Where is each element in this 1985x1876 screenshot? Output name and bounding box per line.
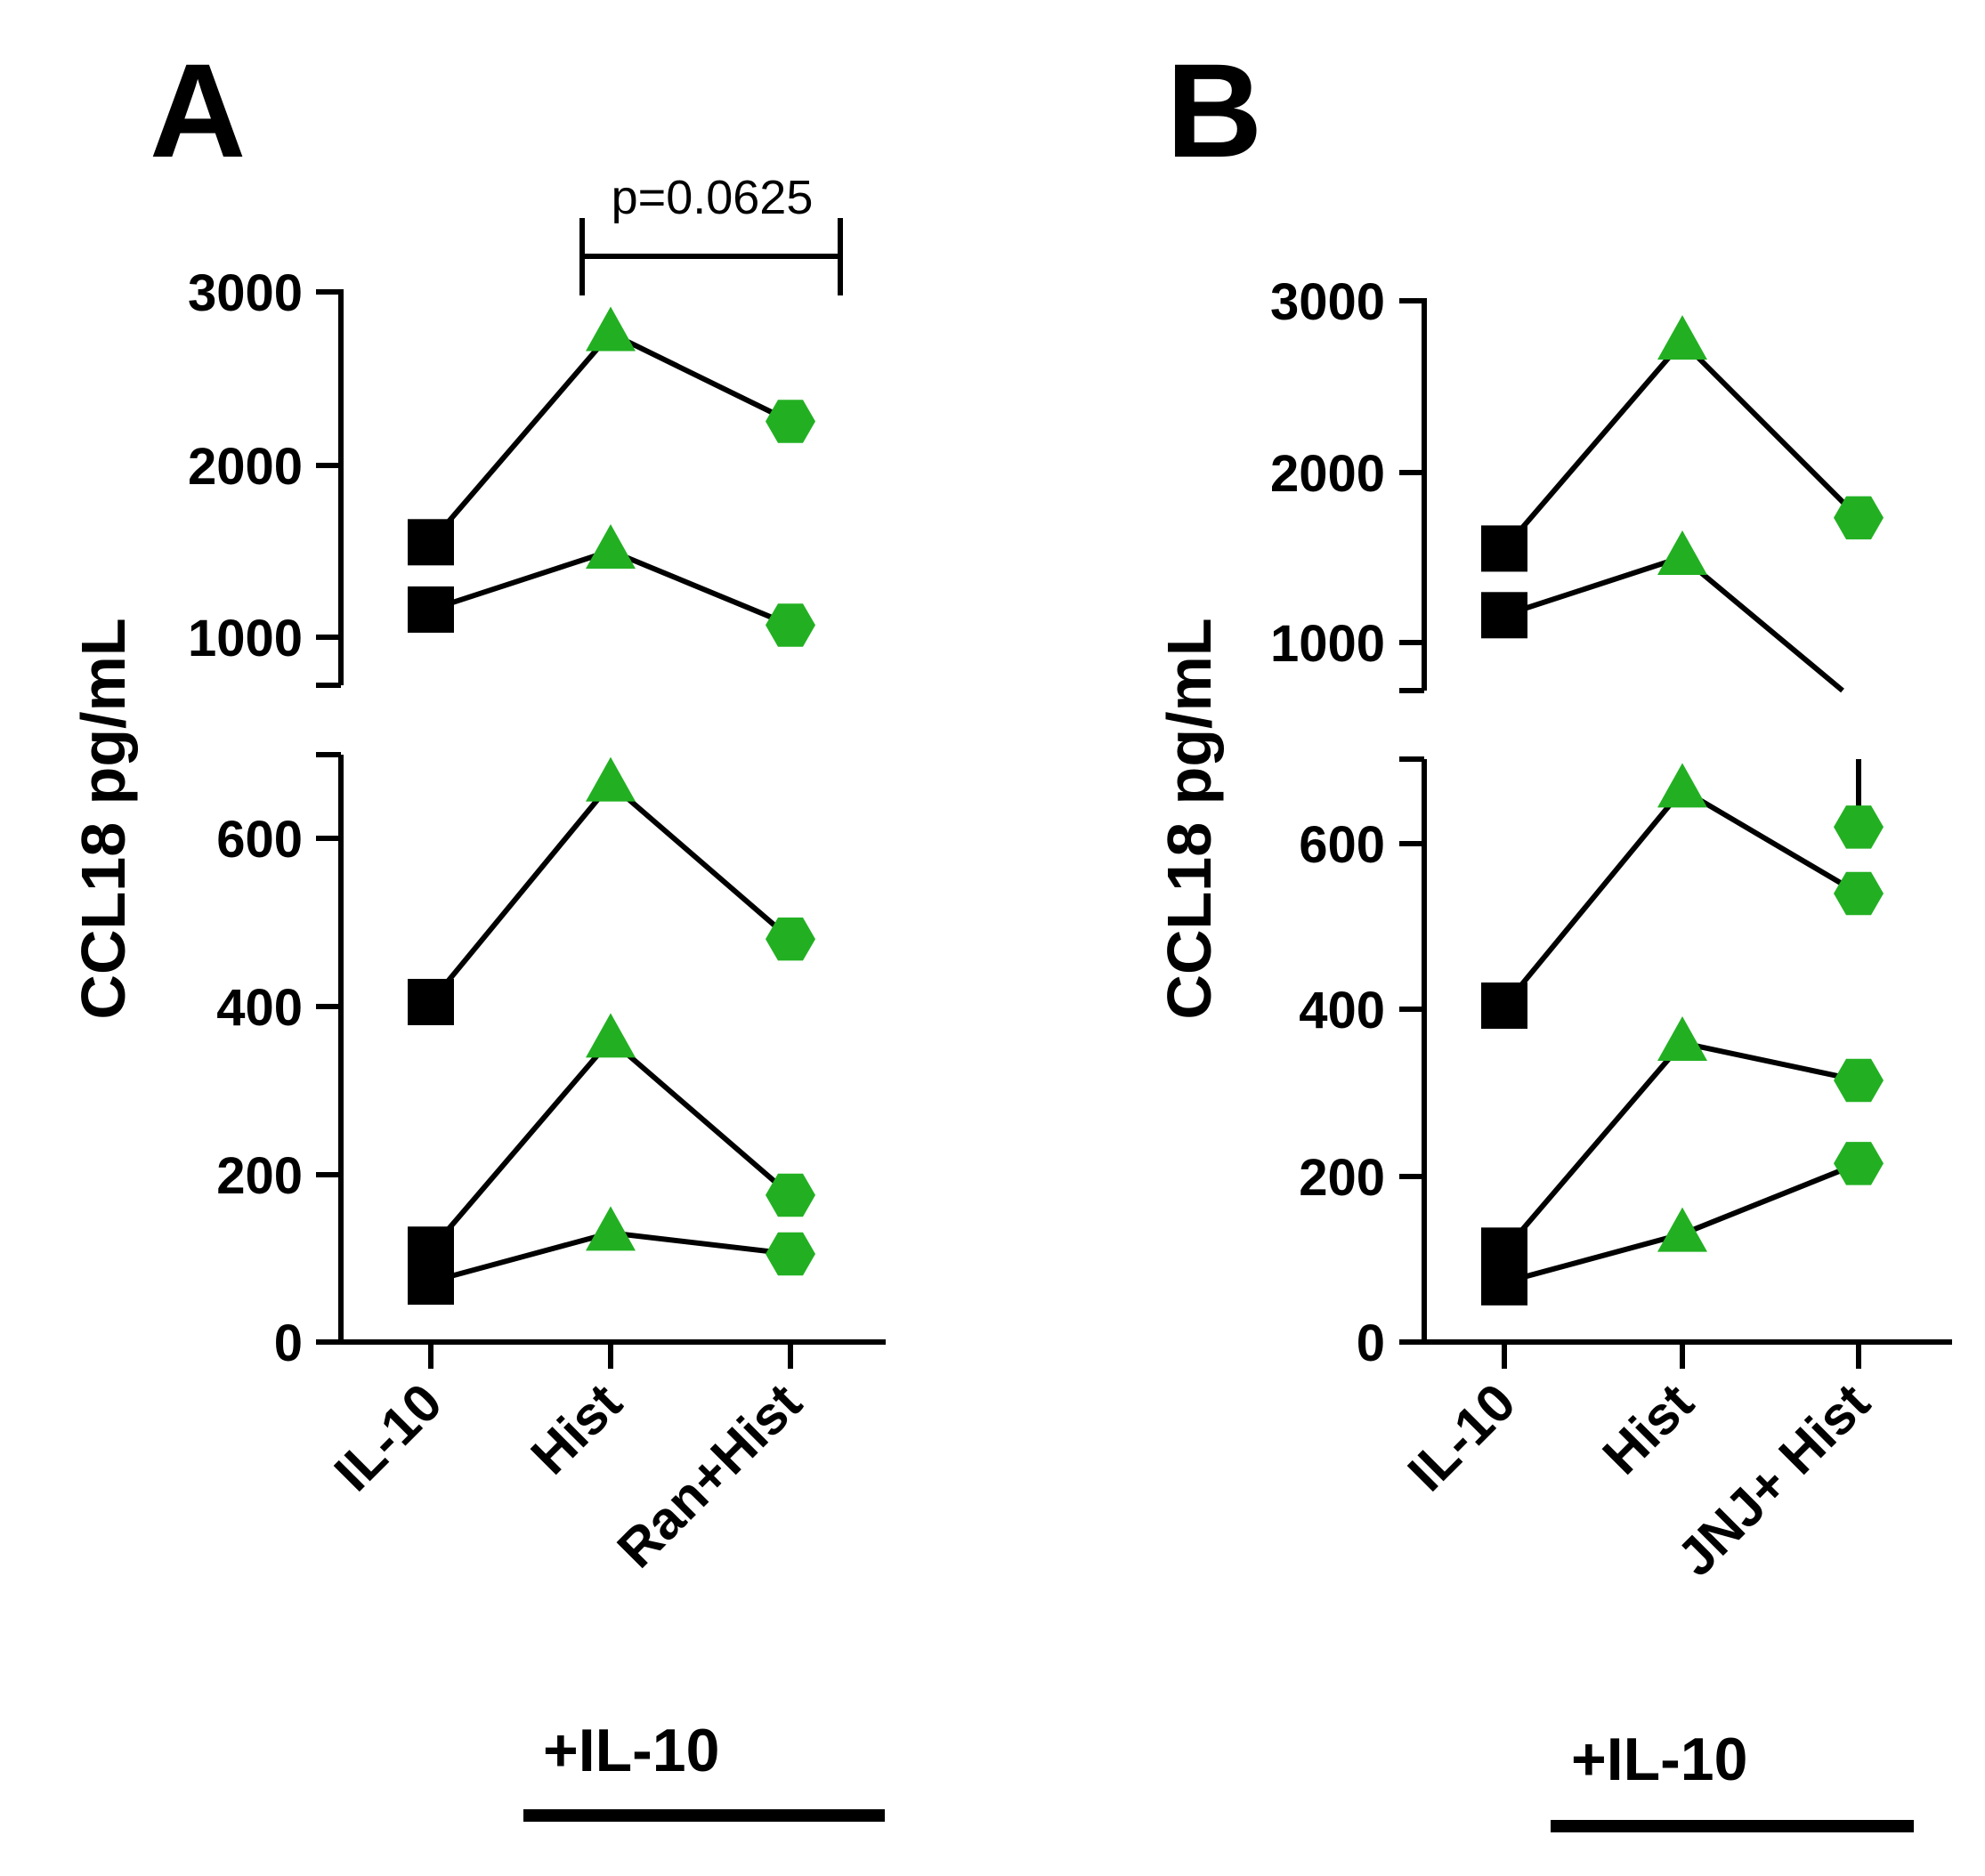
data-point-series-4-combo bbox=[766, 1173, 815, 1217]
data-point-series-2-il10 bbox=[1481, 592, 1527, 639]
marker-layer bbox=[408, 306, 815, 1306]
data-point-series-4-hist bbox=[1657, 1016, 1707, 1061]
data-point-series-3-combo bbox=[766, 918, 815, 961]
data-point-series-2-combo bbox=[766, 603, 815, 647]
category-label-il10-a: IL-10 bbox=[323, 1372, 453, 1502]
data-point-series-1-combo bbox=[766, 400, 815, 443]
y-axis-label-b: CCL18 pg/mL bbox=[1155, 618, 1224, 1019]
data-point-series-1-il10 bbox=[408, 519, 454, 566]
connector-series-3-seg-1 bbox=[428, 781, 613, 1004]
data-point-series-1-hist bbox=[586, 306, 636, 352]
y-axis-label-a: CCL18 pg/mL bbox=[69, 618, 138, 1019]
tick-label-200-b: 200 bbox=[1299, 1149, 1385, 1207]
data-point-series-2-combo bbox=[1834, 805, 1884, 849]
connector-series-2-seg-2 bbox=[609, 548, 792, 628]
tick-label-0-b: 0 bbox=[1357, 1314, 1385, 1372]
data-point-series-3-hist bbox=[1657, 763, 1707, 808]
connector-series-2-seg-1 bbox=[1503, 554, 1683, 619]
marker-layer bbox=[1481, 315, 1884, 1306]
tick-label-3000-b: 3000 bbox=[1270, 273, 1385, 331]
connector-series-4-seg-2 bbox=[1681, 1040, 1859, 1083]
tick-label-600-b: 600 bbox=[1299, 816, 1385, 874]
category-label-hist-a: Hist bbox=[520, 1372, 634, 1486]
tick-label-200-a: 200 bbox=[216, 1147, 303, 1205]
data-point-series-5-il10 bbox=[408, 1258, 454, 1306]
data-point-series-4-combo bbox=[1834, 1058, 1884, 1103]
connector-series-2-seg-2-a bbox=[1681, 554, 1844, 693]
data-point-series-5-hist bbox=[1657, 1207, 1707, 1252]
panel-a: A CCL18 pg/mL 3000 2000 1000 600 400 200… bbox=[69, 36, 886, 1822]
data-layer-b bbox=[1481, 315, 1884, 1306]
connector-series-1-seg-2 bbox=[1680, 339, 1861, 520]
connector-series-5-seg-1 bbox=[1503, 1231, 1683, 1285]
group-label-b: +IL-10 bbox=[1571, 1726, 1747, 1793]
panel-letter-a: A bbox=[150, 36, 246, 185]
data-point-series-5-combo bbox=[766, 1232, 815, 1276]
tick-label-1000-b: 1000 bbox=[1270, 615, 1385, 673]
connector-series-1-seg-1 bbox=[1502, 340, 1685, 551]
panel-letter-b: B bbox=[1166, 36, 1262, 185]
connector-series-5-seg-1 bbox=[430, 1230, 612, 1284]
tick-label-2000-b: 2000 bbox=[1270, 445, 1385, 503]
connector-series-4-seg-2 bbox=[609, 1038, 792, 1198]
data-point-series-5-combo bbox=[1834, 1142, 1884, 1185]
data-point-series-1-hist bbox=[1657, 315, 1707, 360]
connector-series-3-seg-1 bbox=[1502, 788, 1685, 1007]
data-point-series-5-hist bbox=[586, 1206, 636, 1251]
data-point-series-3-il10 bbox=[408, 978, 454, 1025]
connector-series-1-seg-2 bbox=[609, 330, 792, 425]
connector-series-4-seg-1 bbox=[1502, 1041, 1685, 1253]
category-label-hist-b: Hist bbox=[1592, 1372, 1705, 1486]
tick-label-400-b: 400 bbox=[1299, 982, 1385, 1039]
data-point-series-2-hist bbox=[1657, 530, 1707, 575]
tick-label-1000-a: 1000 bbox=[188, 610, 303, 667]
connector-series-2-seg-1 bbox=[430, 548, 612, 612]
data-point-series-5-il10 bbox=[1481, 1258, 1527, 1306]
connector-layer bbox=[1502, 339, 1861, 1285]
data-point-series-2-il10 bbox=[408, 586, 454, 633]
p-value-annotation-a: p=0.0625 bbox=[612, 171, 814, 224]
data-point-series-3-il10 bbox=[1481, 982, 1527, 1029]
data-point-series-3-combo bbox=[1834, 871, 1884, 916]
tick-label-400-a: 400 bbox=[216, 979, 303, 1037]
data-point-series-2-hist bbox=[586, 524, 636, 569]
tick-label-3000-a: 3000 bbox=[188, 264, 303, 322]
data-point-series-1-il10 bbox=[1481, 525, 1527, 572]
tick-label-2000-a: 2000 bbox=[188, 438, 303, 496]
connector-series-5-seg-2 bbox=[1681, 1160, 1860, 1237]
connector-series-5-seg-2 bbox=[610, 1230, 791, 1257]
data-point-series-1-combo bbox=[1834, 496, 1884, 540]
category-label-jnjhist-b: JNJ+ Hist bbox=[1665, 1372, 1881, 1588]
data-layer-a bbox=[408, 306, 815, 1306]
category-label-il10-b: IL-10 bbox=[1397, 1372, 1527, 1502]
tick-label-0-a: 0 bbox=[274, 1314, 303, 1372]
panel-b: B CCL18 pg/mL 3000 2000 1000 600 400 200… bbox=[1155, 36, 1952, 1832]
connector-layer bbox=[428, 330, 792, 1284]
connector-series-3-seg-2 bbox=[1681, 787, 1860, 896]
group-label-a: +IL-10 bbox=[543, 1717, 719, 1784]
tick-label-600-a: 600 bbox=[216, 811, 303, 869]
connector-series-1-seg-1 bbox=[428, 331, 613, 545]
connector-series-3-seg-2 bbox=[609, 781, 792, 942]
data-point-series-3-hist bbox=[586, 756, 636, 802]
category-label-ranhist-a: Ran+Hist bbox=[606, 1372, 813, 1579]
data-point-series-4-hist bbox=[586, 1013, 636, 1058]
connector-series-4-seg-1 bbox=[428, 1038, 613, 1252]
